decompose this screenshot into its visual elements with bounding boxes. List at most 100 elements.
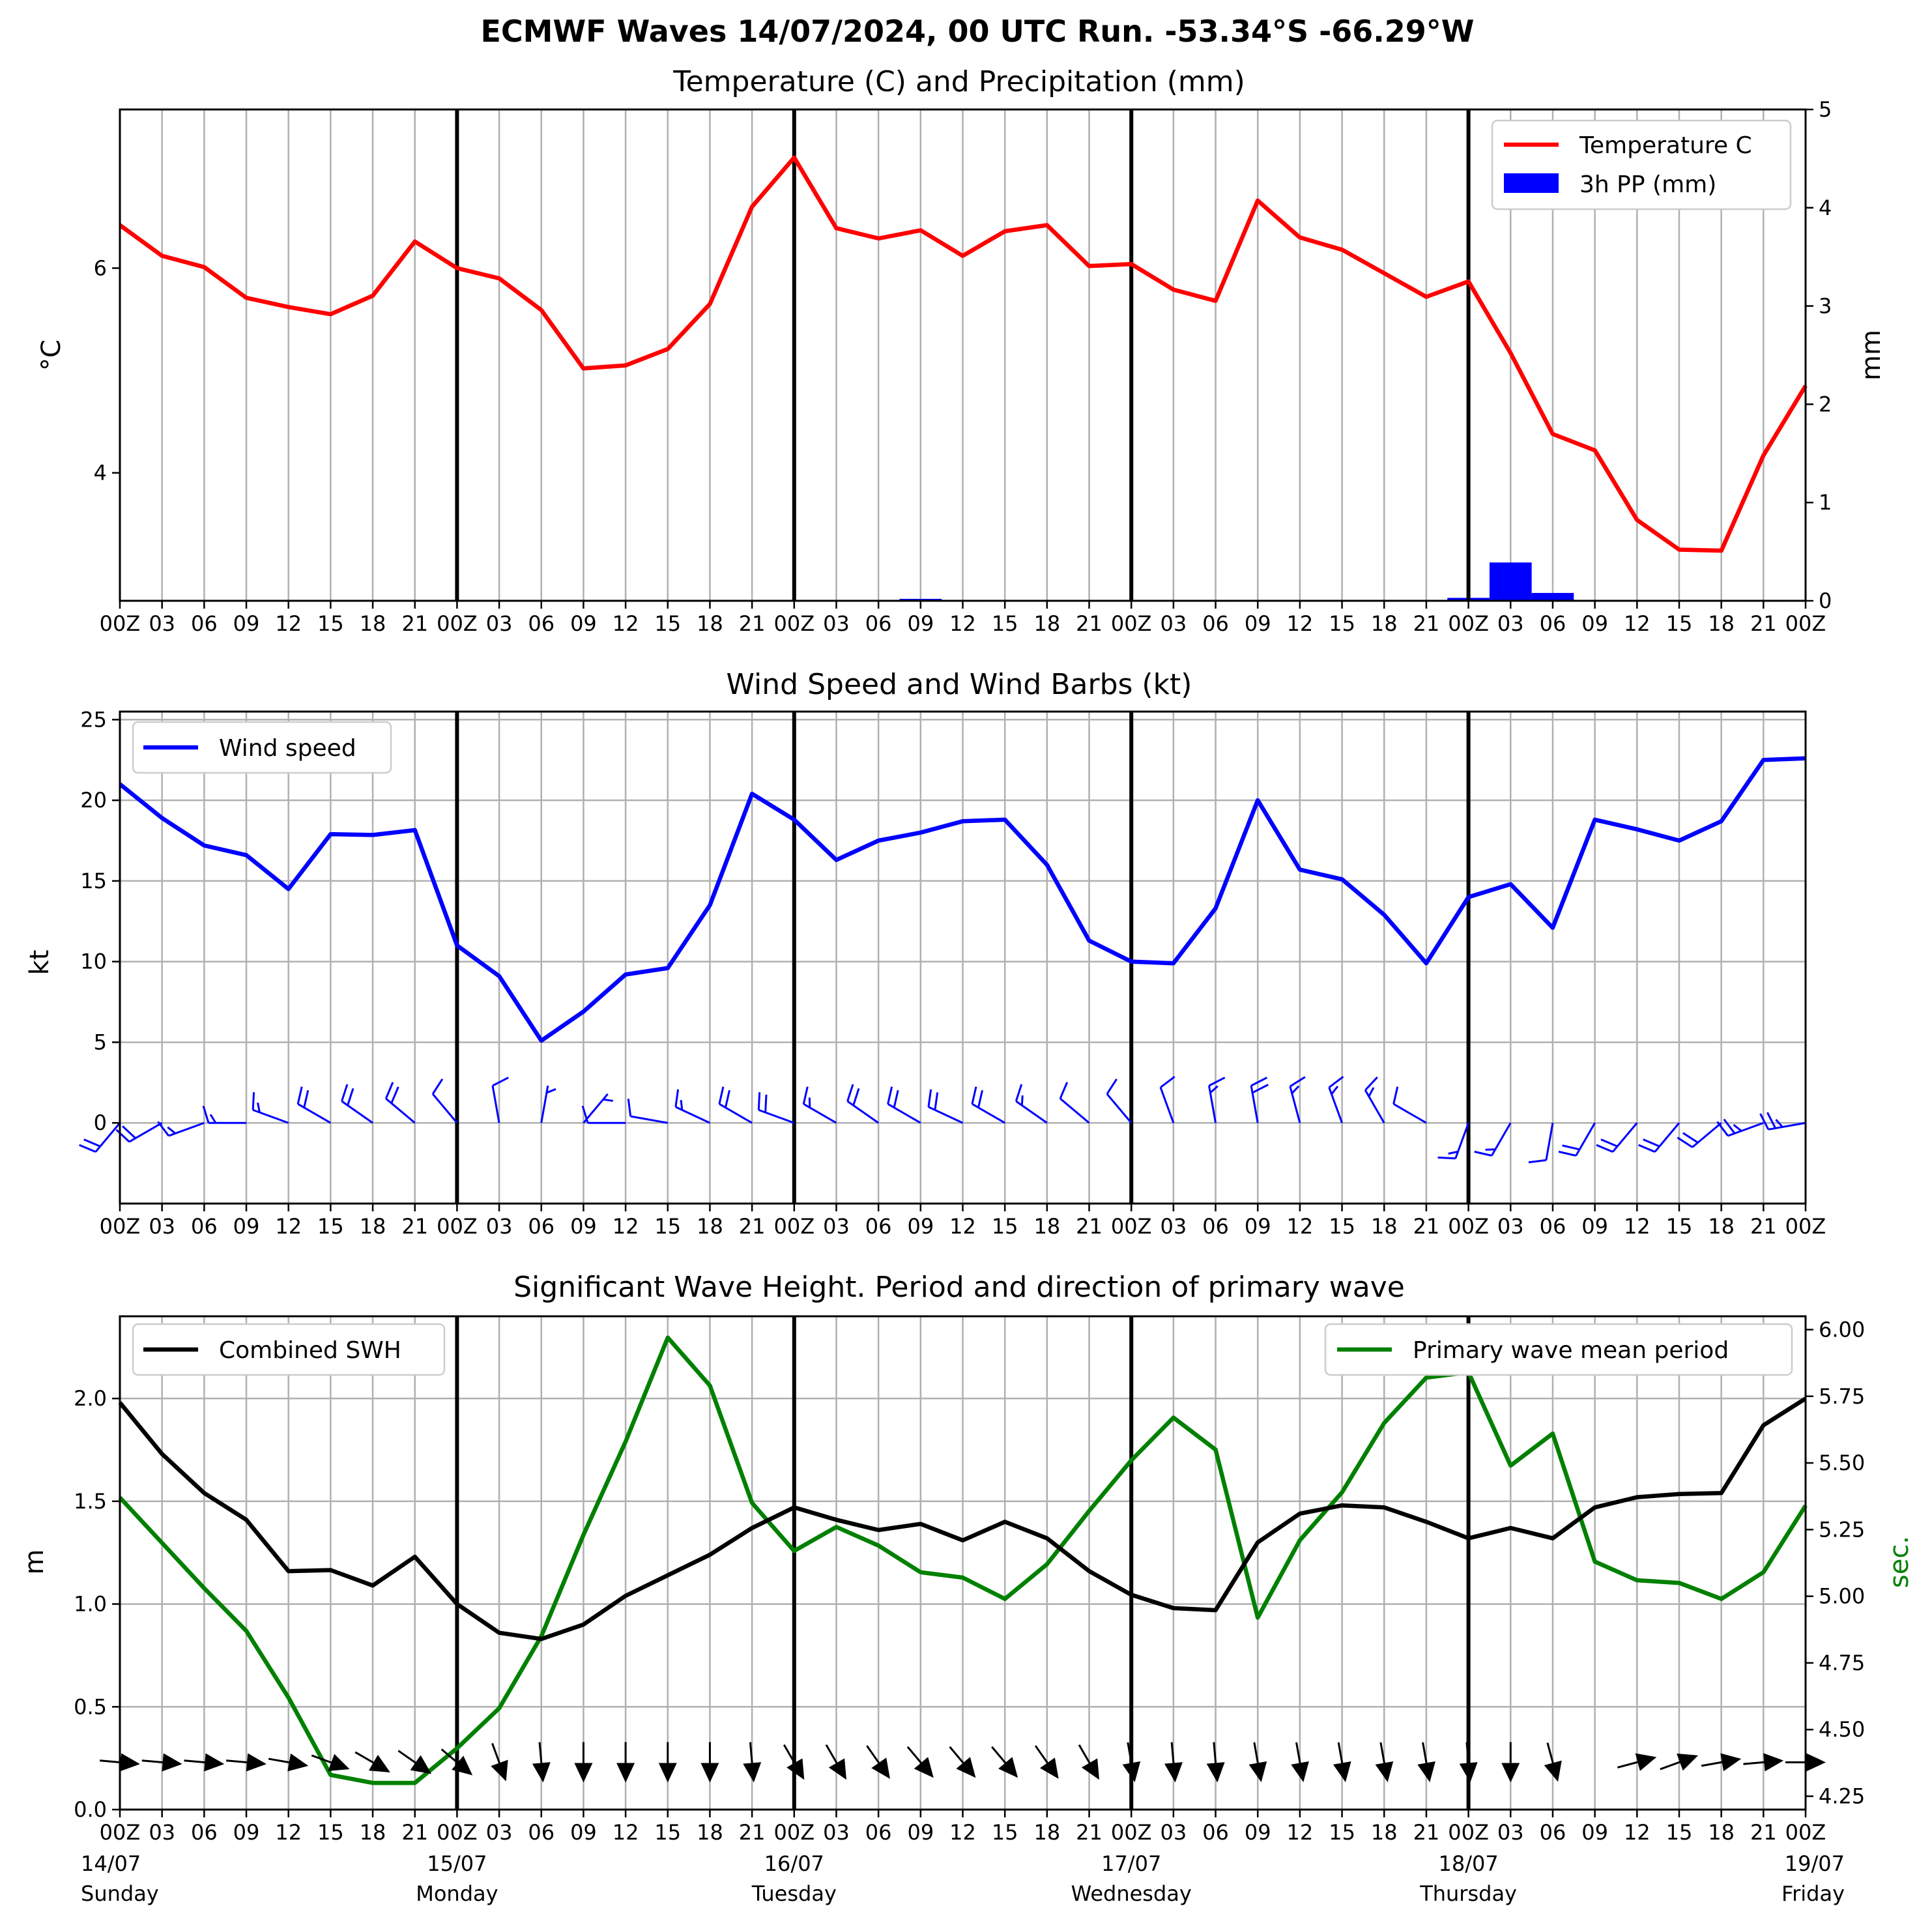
x-tick-label: 09 <box>907 1820 934 1845</box>
wave-arrow-head <box>956 1757 976 1778</box>
wave-arrow-head <box>491 1759 508 1782</box>
x-tick-label: 18 <box>1708 611 1735 636</box>
x-tick-label: 06 <box>1540 1820 1566 1845</box>
x-tick-label: 03 <box>149 1820 175 1845</box>
period-y-axis-label: sec. <box>1884 1536 1914 1588</box>
barb-feather <box>887 1086 893 1105</box>
barb-shaft <box>1611 1122 1638 1153</box>
x-tick-label: 09 <box>907 611 934 636</box>
y2-tick-label: 5 <box>1819 97 1832 122</box>
period-line <box>118 1335 1808 1785</box>
barb-shaft <box>1575 1122 1596 1157</box>
barb-feather <box>79 1144 96 1153</box>
x-tick-label: 18 <box>1708 1820 1735 1845</box>
precip-bars <box>689 562 1785 601</box>
x-tick-label: 03 <box>486 1214 513 1239</box>
barb-shaft <box>1060 1097 1090 1124</box>
barb-feather <box>1596 1144 1613 1153</box>
wave-day-separators <box>455 1316 1471 1810</box>
wave-arrow-head <box>452 1755 473 1776</box>
barb-feather <box>893 1090 899 1108</box>
wave-arrow <box>1785 1753 1826 1772</box>
wave-arrow-head <box>1459 1762 1478 1783</box>
wave-arrow <box>949 1746 976 1778</box>
barb-feather <box>341 1084 349 1102</box>
x-tick-label: 18 <box>697 611 723 636</box>
x-tick-label: 03 <box>486 611 513 636</box>
x-tick-label: 15 <box>317 1820 344 1845</box>
barb-feather <box>1437 1156 1456 1160</box>
wave-arrow-head <box>246 1753 267 1772</box>
wave-arrow <box>1248 1742 1267 1782</box>
x-tick-label: 00Z <box>773 611 815 636</box>
x-tick-label: 12 <box>275 1214 302 1239</box>
wind-barb <box>1208 1076 1226 1123</box>
wind-barb <box>115 1121 163 1143</box>
wave-arrow <box>1034 1745 1059 1779</box>
x-tick-label: 00Z <box>100 1214 141 1239</box>
wave-arrow <box>1701 1753 1742 1772</box>
x-tick-label: 00Z <box>437 1214 478 1239</box>
wave-direction-arrows <box>99 1742 1826 1783</box>
precip-bar <box>1531 592 1574 601</box>
x-tick-label: 06 <box>1202 1214 1229 1239</box>
wave-arrow-head <box>1248 1761 1267 1782</box>
barb-feather <box>757 1092 761 1110</box>
wind-barb <box>757 1092 795 1124</box>
barb-feather <box>1759 1113 1770 1130</box>
barb-shaft <box>341 1100 373 1124</box>
x-tick-label: 15 <box>654 1820 681 1845</box>
y2-tick-label: 1 <box>1819 490 1832 515</box>
barb-feather <box>1252 1084 1269 1094</box>
wave-arrow <box>783 1744 805 1780</box>
x-tick-label: 00Z <box>1785 1214 1826 1239</box>
y-tick-label: 0 <box>94 1110 107 1135</box>
wind-barb <box>431 1078 458 1124</box>
swh-y-axis-label: m <box>20 1550 50 1575</box>
x-tick-label: 21 <box>739 1820 766 1845</box>
day-name-label: Friday <box>1781 1881 1845 1906</box>
barb-feather <box>1677 1136 1694 1148</box>
y-tick-label: 0.0 <box>74 1797 107 1822</box>
barb-shaft <box>630 1115 669 1124</box>
x-tick-label: 09 <box>1581 611 1608 636</box>
wind-barb <box>1759 1112 1806 1131</box>
barb-feather <box>1600 1138 1618 1148</box>
legend-wind-label: Wind speed <box>219 735 356 762</box>
x-tick-label: 21 <box>401 611 428 636</box>
barb-feather <box>1723 1118 1736 1134</box>
wave-arrow <box>226 1753 267 1772</box>
barb-feather <box>256 1102 261 1113</box>
wind-barb <box>1106 1078 1132 1124</box>
x-tick-label: 18 <box>1033 611 1060 636</box>
barb-feather <box>1250 1076 1268 1087</box>
wind-barb <box>1159 1076 1175 1123</box>
wave-arrow <box>397 1750 432 1774</box>
wave-arrow-head <box>574 1763 593 1783</box>
x-tick-label: 09 <box>1245 1214 1271 1239</box>
barb-shaft <box>803 1103 837 1124</box>
wave-arrow-head <box>998 1757 1018 1778</box>
x-tick-label: 00Z <box>1785 1820 1826 1845</box>
x-tick-label: 03 <box>1161 611 1187 636</box>
wave-arrow-head <box>1677 1753 1699 1771</box>
barb-feather <box>977 1090 984 1108</box>
wave-arrow-head <box>410 1755 432 1774</box>
wave-arrow <box>658 1742 677 1783</box>
wave-panel: Significant Wave Height. Period and dire… <box>20 1271 1914 1906</box>
wave-arrow-head <box>1375 1761 1394 1782</box>
x-tick-label: 21 <box>1413 1820 1440 1845</box>
temp-x-ticks: 00Z 03 06 09 12 15 18 21 00Z 03 06 09 12 15 18 21 00Z 03 0… <box>100 601 1826 636</box>
wind-barb <box>581 1105 626 1124</box>
x-tick-label: 12 <box>949 1820 976 1845</box>
y2-tick-label: 5.00 <box>1819 1584 1865 1609</box>
wind-barb <box>1250 1076 1269 1123</box>
wave-arrow <box>1206 1742 1225 1783</box>
x-tick-label: 06 <box>865 1214 892 1239</box>
x-tick-label: 15 <box>1666 611 1693 636</box>
wave-arrow-head <box>914 1757 934 1778</box>
x-tick-label: 12 <box>1287 611 1314 636</box>
day-labels: 14/07 Sunday 15/07 Monday 16/07 Tuesday 17/07 W… <box>81 1851 1845 1906</box>
barb-feather <box>1775 1119 1783 1128</box>
barb-feather <box>674 1089 680 1107</box>
